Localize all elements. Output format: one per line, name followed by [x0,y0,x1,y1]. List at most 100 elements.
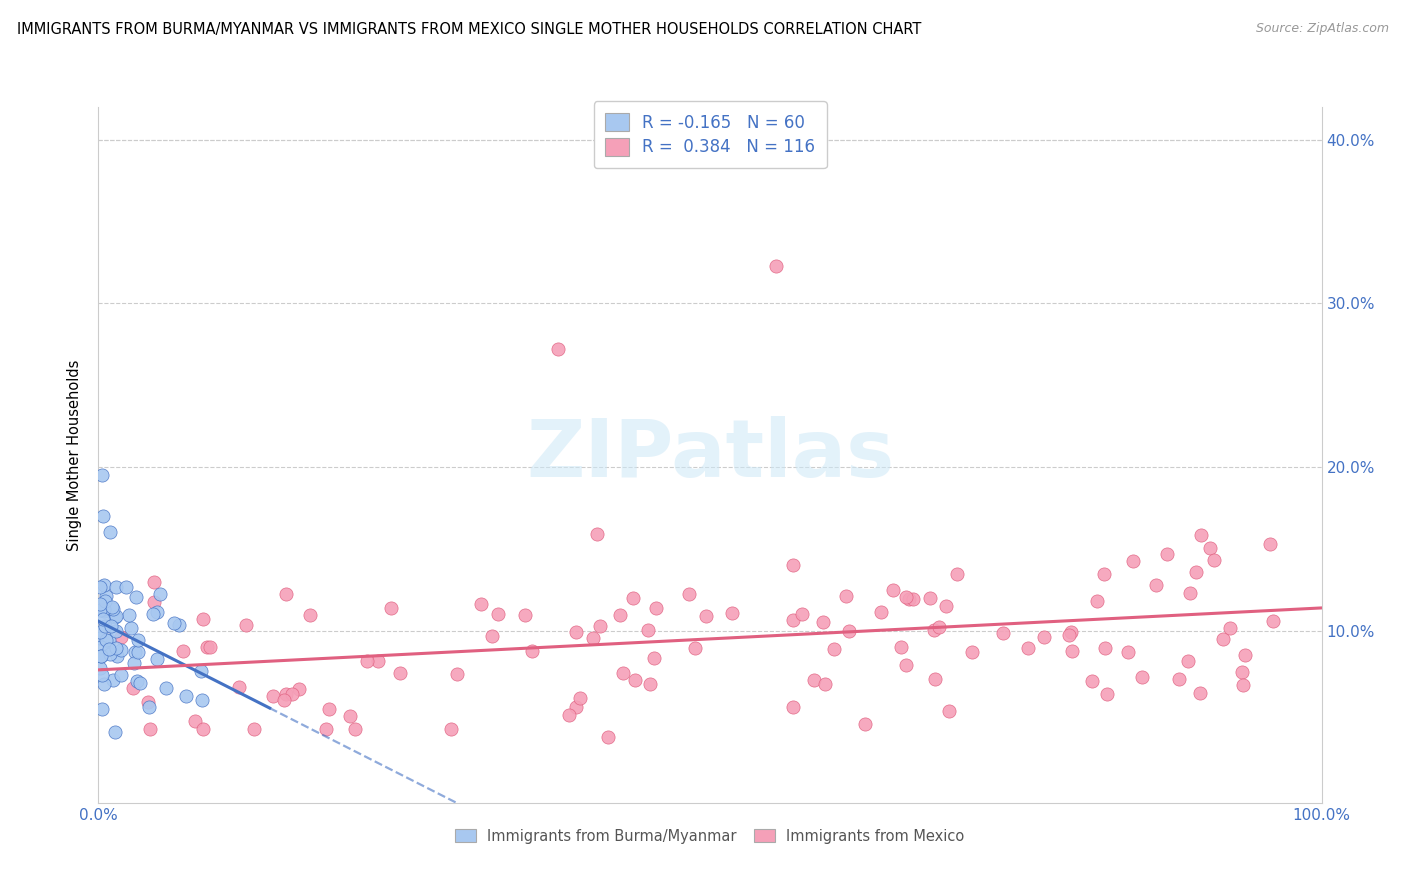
Point [1144,577,1167,591]
Point [98,525,121,540]
Point [918,591,941,606]
Point [176,690,198,704]
Point [104,724,127,739]
Point [138,700,160,714]
Point [129,676,152,690]
Point [558,708,581,723]
Point [195,640,218,654]
Point [193,722,215,736]
Point [782,558,804,572]
Point [547,343,569,357]
Point [105,624,128,639]
Point [1017,641,1039,656]
Point [93,578,115,592]
Point [191,692,214,706]
Point [637,623,659,637]
Point [389,666,412,681]
Point [91,668,114,682]
Point [811,615,834,630]
Point [356,654,378,668]
Point [94,632,117,647]
Point [938,704,960,718]
Point [343,722,366,736]
Point [1085,594,1108,608]
Point [1261,615,1284,629]
Point [142,607,165,621]
Point [612,665,634,680]
Point [568,690,591,705]
Point [924,673,946,687]
Point [803,673,825,687]
Point [274,687,297,701]
Point [1094,640,1116,655]
Point [115,580,138,594]
Point [486,607,509,622]
Point [89,597,111,611]
Point [122,656,145,670]
Point [191,612,214,626]
Point [1060,644,1083,658]
Point [896,591,918,605]
Point [90,648,112,663]
Point [792,607,814,622]
Point [101,600,124,615]
Point [928,620,950,634]
Point [89,631,111,645]
Point [1178,586,1201,600]
Point [481,629,503,643]
Point [110,630,132,644]
Point [94,594,117,608]
Point [1199,541,1222,555]
Point [155,681,177,696]
Point [609,608,631,623]
Point [991,626,1014,640]
Point [838,624,860,639]
Point [98,647,121,661]
Point [125,590,148,604]
Point [89,581,111,595]
Point [586,527,609,541]
Point [262,689,284,703]
Point [273,692,295,706]
Point [97,641,120,656]
Point [894,657,917,672]
Point [834,589,856,603]
Point [945,567,967,582]
Point [101,602,124,616]
Point [93,602,115,616]
Point [184,714,207,728]
Point [1095,687,1118,701]
Point [901,591,924,606]
Point [814,676,837,690]
Point [142,575,165,590]
Point [190,664,212,678]
Point [90,640,112,654]
Point [103,673,125,688]
Point [167,618,190,632]
Point [1122,554,1144,568]
Point [89,661,111,675]
Point [935,599,957,613]
Point [1080,674,1102,689]
Point [1092,567,1115,582]
Point [638,677,661,691]
Point [127,673,149,688]
Point [121,681,143,695]
Point [105,648,128,663]
Point [645,600,668,615]
Point [678,587,700,601]
Point [1232,678,1254,692]
Point [118,607,141,622]
Point [598,731,620,745]
Point [695,609,717,624]
Point [683,640,706,655]
Point [1212,632,1234,647]
Point [136,695,159,709]
Point [274,587,297,601]
Point [93,604,115,618]
Point [582,632,605,646]
Point [782,699,804,714]
Point [172,644,194,658]
Y-axis label: Single Mother Households: Single Mother Households [67,359,83,550]
Point [380,601,402,615]
